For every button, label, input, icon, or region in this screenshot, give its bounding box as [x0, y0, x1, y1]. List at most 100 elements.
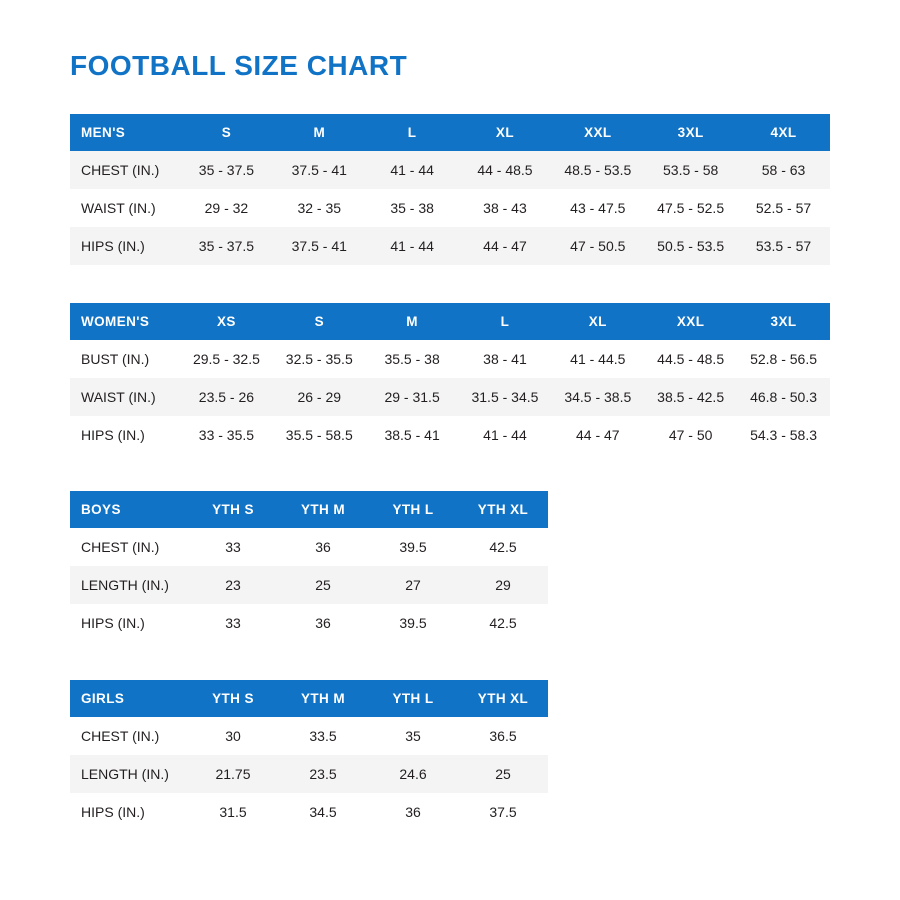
cell-value: 34.5 — [278, 793, 368, 831]
cell-value: 24.6 — [368, 755, 458, 793]
mens-header-m: M — [272, 114, 366, 151]
row-label: WAIST (IN.) — [70, 378, 180, 416]
cell-value: 36 — [278, 528, 368, 566]
row-label: CHEST (IN.) — [70, 151, 180, 189]
womens-header-s: S — [272, 303, 366, 340]
cell-value: 50.5 - 53.5 — [644, 227, 738, 265]
table-row: HIPS (IN.) 33 36 39.5 42.5 — [70, 604, 548, 642]
table-row: CHEST (IN.) 30 33.5 35 36.5 — [70, 717, 548, 755]
cell-value: 41 - 44 — [365, 151, 459, 189]
cell-value: 47 - 50 — [644, 416, 738, 454]
cell-value: 37.5 - 41 — [272, 151, 366, 189]
girls-table-header: GIRLS YTH S YTH M YTH L YTH XL — [70, 680, 548, 717]
cell-value: 23.5 - 26 — [180, 378, 273, 416]
womens-header-l: L — [458, 303, 552, 340]
row-label: HIPS (IN.) — [70, 416, 180, 454]
mens-header-category: MEN'S — [70, 114, 180, 151]
cell-value: 29 - 31.5 — [365, 378, 459, 416]
cell-value: 38 - 43 — [458, 189, 552, 227]
cell-value: 23 — [188, 566, 278, 604]
womens-table-body: BUST (IN.) 29.5 - 32.5 32.5 - 35.5 35.5 … — [70, 340, 830, 454]
mens-header-4xl: 4XL — [737, 114, 830, 151]
cell-value: 32.5 - 35.5 — [272, 340, 366, 378]
boys-header-yth-s: YTH S — [188, 491, 278, 528]
cell-value: 46.8 - 50.3 — [737, 378, 830, 416]
cell-value: 33 - 35.5 — [180, 416, 273, 454]
cell-value: 33 — [188, 528, 278, 566]
cell-value: 29.5 - 32.5 — [180, 340, 273, 378]
cell-value: 38 - 41 — [458, 340, 552, 378]
row-label: CHEST (IN.) — [70, 717, 188, 755]
cell-value: 47.5 - 52.5 — [644, 189, 738, 227]
cell-value: 44 - 47 — [458, 227, 552, 265]
cell-value: 42.5 — [458, 604, 548, 642]
womens-header-m: M — [365, 303, 459, 340]
cell-value: 35 - 38 — [365, 189, 459, 227]
cell-value: 36.5 — [458, 717, 548, 755]
cell-value: 38.5 - 42.5 — [644, 378, 738, 416]
cell-value: 30 — [188, 717, 278, 755]
row-label: HIPS (IN.) — [70, 793, 188, 831]
table-row: WAIST (IN.) 29 - 32 32 - 35 35 - 38 38 -… — [70, 189, 830, 227]
table-header-row: WOMEN'S XS S M L XL XXL 3XL — [70, 303, 830, 340]
boys-size-table: BOYS YTH S YTH M YTH L YTH XL CHEST (IN.… — [70, 491, 548, 642]
womens-header-xl: XL — [551, 303, 645, 340]
cell-value: 41 - 44 — [365, 227, 459, 265]
cell-value: 31.5 — [188, 793, 278, 831]
row-label: LENGTH (IN.) — [70, 566, 188, 604]
cell-value: 31.5 - 34.5 — [458, 378, 552, 416]
boys-header-yth-m: YTH M — [278, 491, 368, 528]
girls-header-yth-l: YTH L — [368, 680, 458, 717]
cell-value: 58 - 63 — [737, 151, 830, 189]
cell-value: 25 — [458, 755, 548, 793]
mens-header-xxl: XXL — [551, 114, 645, 151]
mens-header-xl: XL — [458, 114, 552, 151]
womens-header-3xl: 3XL — [737, 303, 830, 340]
cell-value: 35.5 - 58.5 — [272, 416, 366, 454]
cell-value: 35 — [368, 717, 458, 755]
girls-table-body: CHEST (IN.) 30 33.5 35 36.5 LENGTH (IN.)… — [70, 717, 548, 831]
cell-value: 52.8 - 56.5 — [737, 340, 830, 378]
table-row: LENGTH (IN.) 21.75 23.5 24.6 25 — [70, 755, 548, 793]
table-row: LENGTH (IN.) 23 25 27 29 — [70, 566, 548, 604]
womens-table-header: WOMEN'S XS S M L XL XXL 3XL — [70, 303, 830, 340]
cell-value: 36 — [278, 604, 368, 642]
cell-value: 38.5 - 41 — [365, 416, 459, 454]
cell-value: 36 — [368, 793, 458, 831]
table-header-row: GIRLS YTH S YTH M YTH L YTH XL — [70, 680, 548, 717]
cell-value: 27 — [368, 566, 458, 604]
table-row: CHEST (IN.) 33 36 39.5 42.5 — [70, 528, 548, 566]
cell-value: 53.5 - 58 — [644, 151, 738, 189]
table-row: HIPS (IN.) 35 - 37.5 37.5 - 41 41 - 44 4… — [70, 227, 830, 265]
womens-header-xxl: XXL — [644, 303, 738, 340]
cell-value: 44 - 48.5 — [458, 151, 552, 189]
cell-value: 41 - 44.5 — [551, 340, 645, 378]
girls-header-yth-xl: YTH XL — [458, 680, 548, 717]
row-label: LENGTH (IN.) — [70, 755, 188, 793]
cell-value: 54.3 - 58.3 — [737, 416, 830, 454]
cell-value: 21.75 — [188, 755, 278, 793]
girls-size-table: GIRLS YTH S YTH M YTH L YTH XL CHEST (IN… — [70, 680, 548, 831]
mens-table-header: MEN'S S M L XL XXL 3XL 4XL — [70, 114, 830, 151]
cell-value: 35 - 37.5 — [180, 227, 273, 265]
girls-header-category: GIRLS — [70, 680, 188, 717]
row-label: BUST (IN.) — [70, 340, 180, 378]
womens-header-xs: XS — [180, 303, 273, 340]
boys-table-header: BOYS YTH S YTH M YTH L YTH XL — [70, 491, 548, 528]
cell-value: 48.5 - 53.5 — [551, 151, 645, 189]
cell-value: 43 - 47.5 — [551, 189, 645, 227]
cell-value: 29 - 32 — [180, 189, 273, 227]
cell-value: 37.5 — [458, 793, 548, 831]
girls-header-yth-m: YTH M — [278, 680, 368, 717]
cell-value: 34.5 - 38.5 — [551, 378, 645, 416]
boys-table-body: CHEST (IN.) 33 36 39.5 42.5 LENGTH (IN.)… — [70, 528, 548, 642]
cell-value: 41 - 44 — [458, 416, 552, 454]
cell-value: 47 - 50.5 — [551, 227, 645, 265]
cell-value: 35 - 37.5 — [180, 151, 273, 189]
cell-value: 42.5 — [458, 528, 548, 566]
womens-size-table: WOMEN'S XS S M L XL XXL 3XL BUST (IN.) 2… — [70, 303, 830, 454]
table-row: CHEST (IN.) 35 - 37.5 37.5 - 41 41 - 44 … — [70, 151, 830, 189]
womens-header-category: WOMEN'S — [70, 303, 180, 340]
mens-header-3xl: 3XL — [644, 114, 738, 151]
